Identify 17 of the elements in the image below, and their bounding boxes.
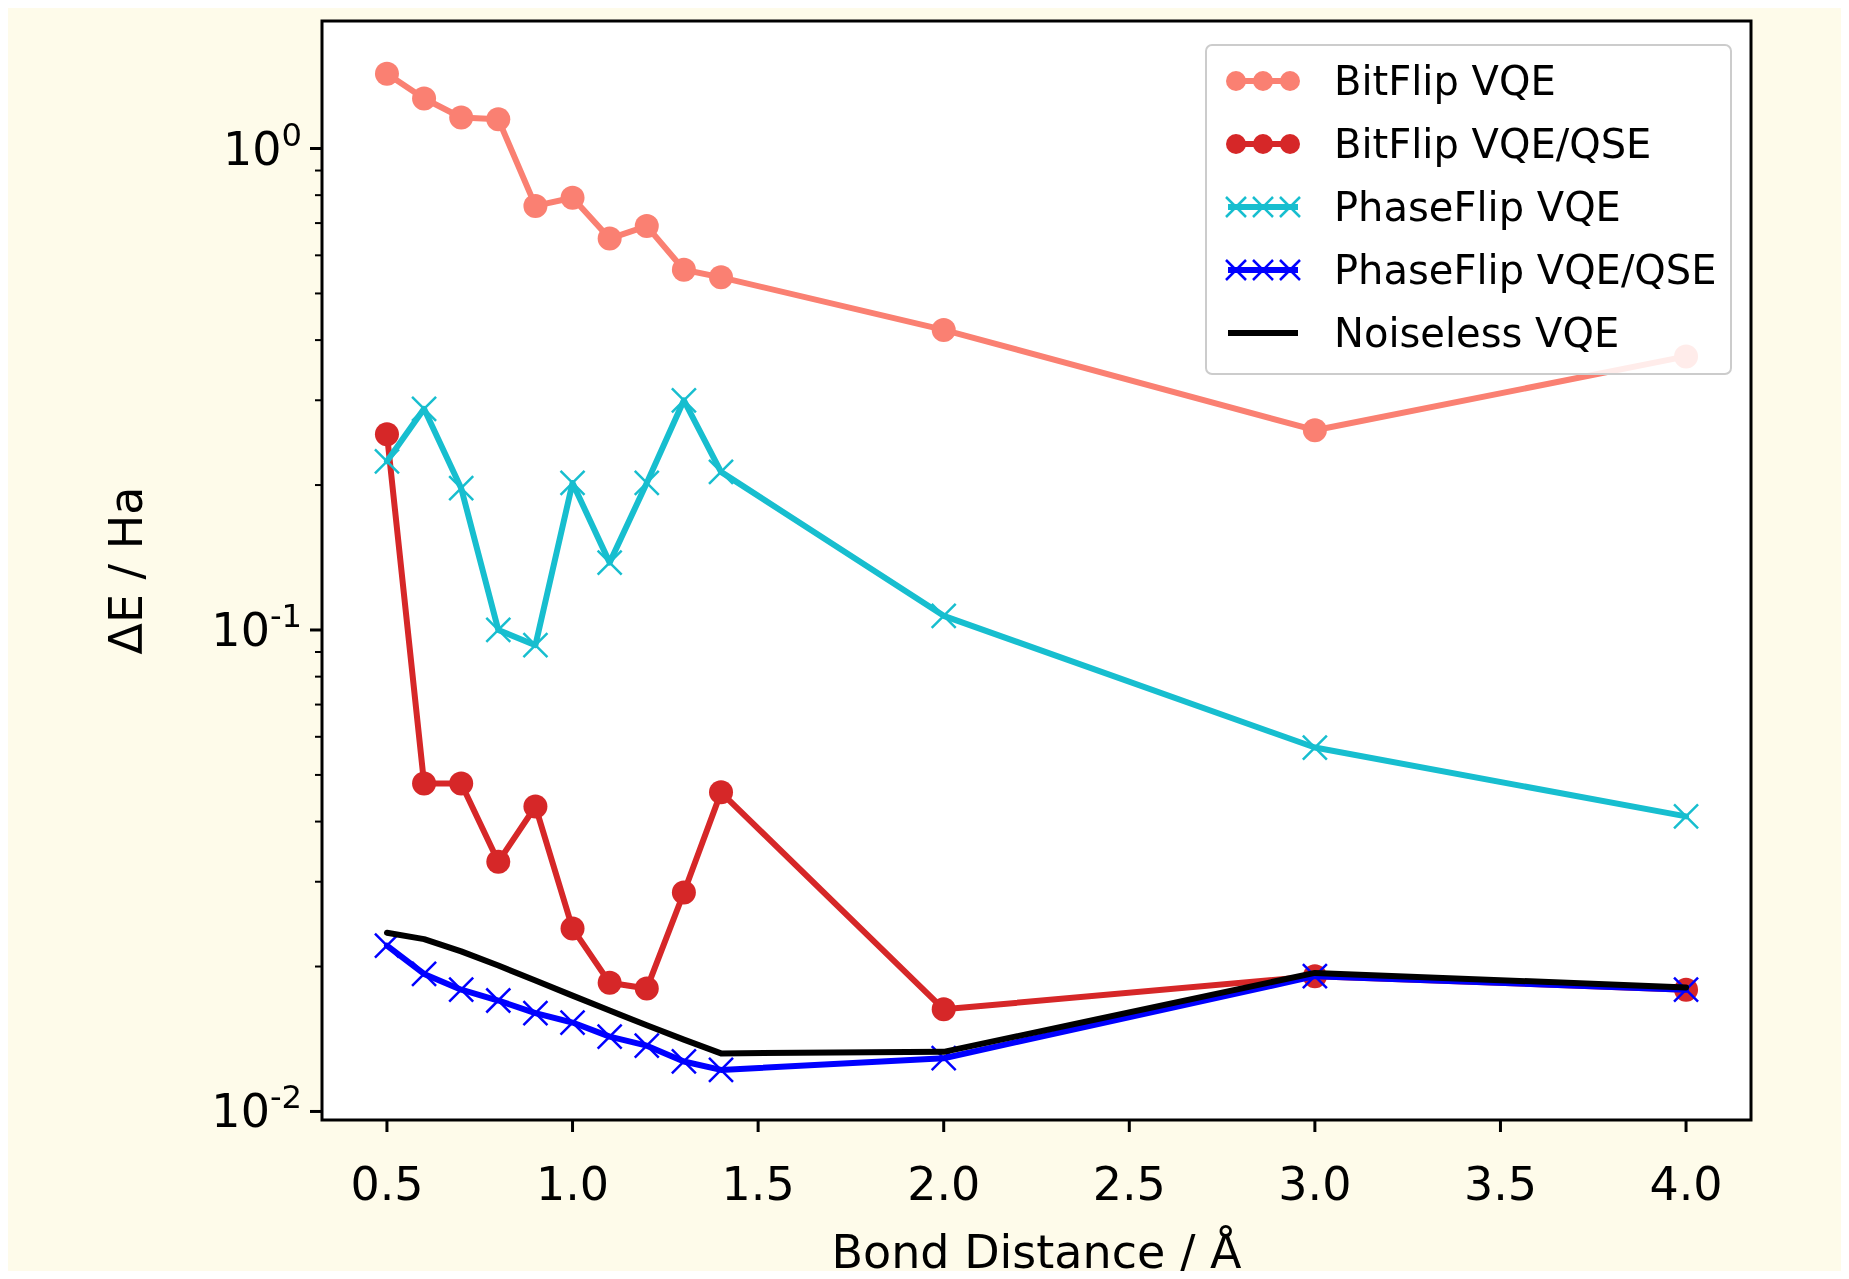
x-tick-label: 1.5 xyxy=(721,1157,795,1211)
y-tick-label: 10$^{-2}$ xyxy=(211,1078,302,1139)
legend-label: Noiseless VQE xyxy=(1334,310,1620,356)
legend-label: BitFlip VQE/QSE xyxy=(1334,121,1652,167)
legend-label: PhaseFlip VQE/QSE xyxy=(1334,247,1717,293)
y-tick-label: 10$^{-1}$ xyxy=(211,596,302,657)
x-tick-label: 3.5 xyxy=(1463,1157,1538,1211)
x-tick-label: 2.0 xyxy=(907,1157,981,1211)
y-axis-title: ΔE / Ha xyxy=(99,486,153,655)
x-tick-label: 2.5 xyxy=(1092,1157,1166,1211)
x-tick-label: 3.0 xyxy=(1278,1157,1352,1211)
x-tick-label: 1.0 xyxy=(535,1157,610,1211)
y-tick-label: 10$^{0}$ xyxy=(222,115,302,176)
legend-label: BitFlip VQE xyxy=(1334,58,1556,104)
x-tick-label: 4.0 xyxy=(1649,1157,1723,1211)
x-tick-label: 0.5 xyxy=(350,1157,424,1211)
legend-label: PhaseFlip VQE xyxy=(1334,184,1621,230)
